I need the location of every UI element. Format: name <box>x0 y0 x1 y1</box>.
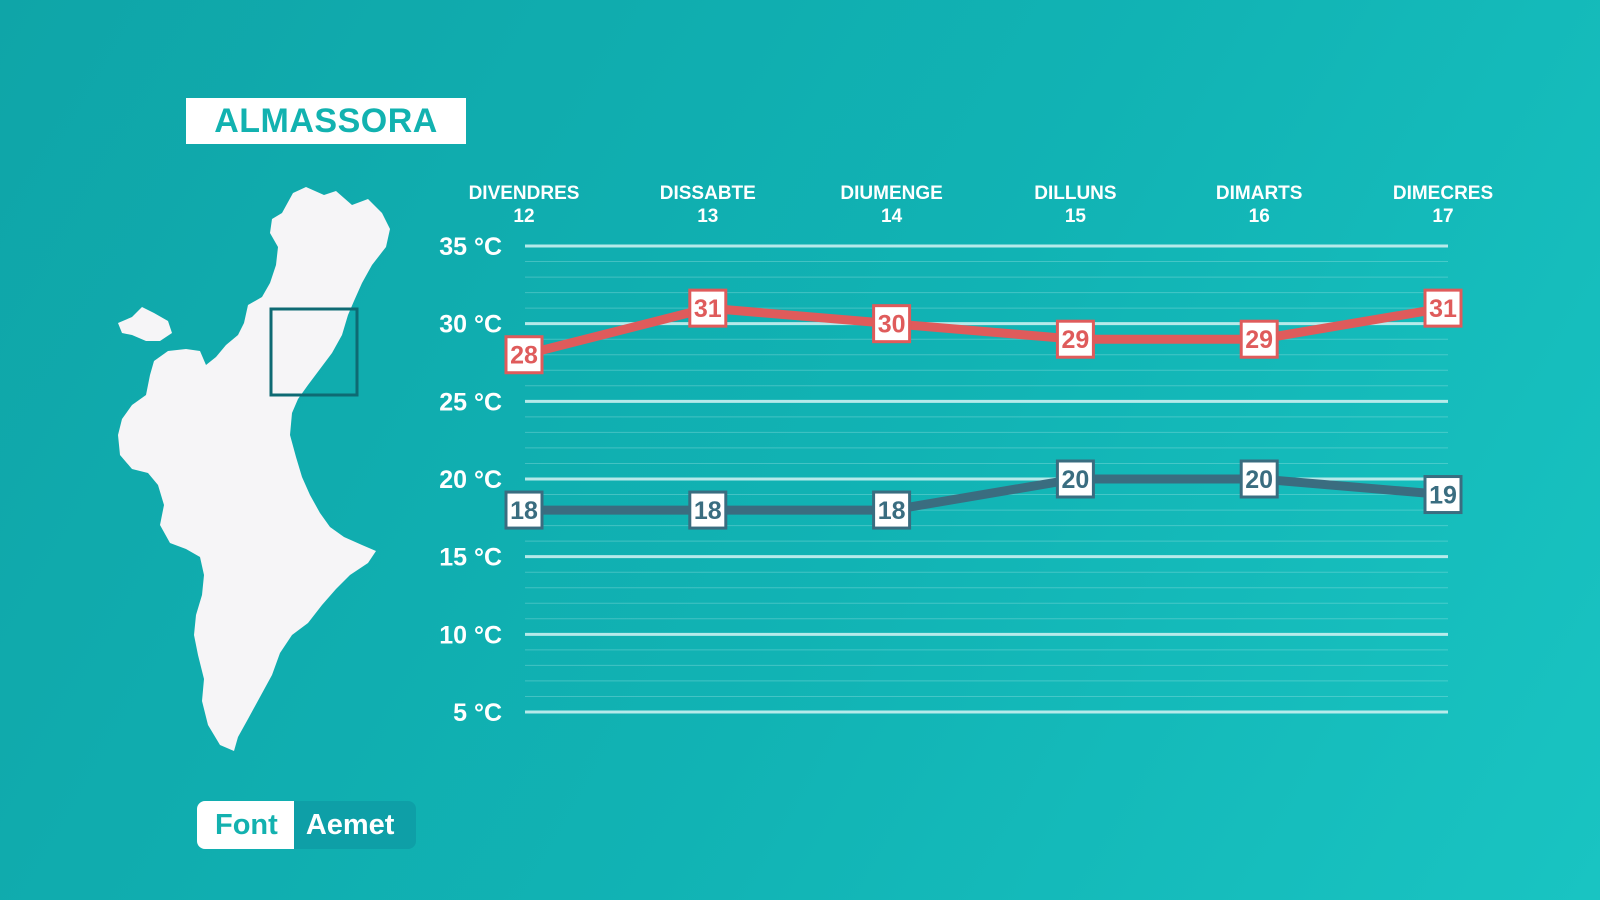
max-value-label: 29 <box>1061 326 1089 354</box>
min-value-label: 20 <box>1245 466 1273 494</box>
highlight-area-box <box>269 307 359 397</box>
location-title: ALMASSORA <box>186 98 466 144</box>
y-tick-label: 5 °C <box>453 699 502 727</box>
day-date-label: 12 <box>513 206 534 227</box>
day-name-label: DISSABTE <box>660 183 756 204</box>
max-value-marker <box>1055 319 1095 359</box>
min-value-marker <box>1423 475 1463 515</box>
day-name-label: DIVENDRES <box>469 183 580 204</box>
max-value-marker <box>688 288 728 328</box>
max-value-marker <box>504 335 544 375</box>
min-value-label: 20 <box>1061 466 1089 494</box>
min-value-label: 18 <box>878 497 906 525</box>
source-badge: Font Aemet <box>197 801 417 849</box>
max-value-label: 29 <box>1245 326 1273 354</box>
day-date-label: 15 <box>1065 206 1087 227</box>
max-value-label: 31 <box>1429 295 1457 323</box>
day-date-label: 17 <box>1432 206 1453 227</box>
max-value-marker <box>872 304 912 344</box>
max-value-label: 31 <box>694 295 722 323</box>
min-value-marker <box>1239 459 1279 499</box>
min-value-marker <box>1055 459 1095 499</box>
min-value-marker <box>504 490 544 530</box>
y-tick-label: 25 °C <box>439 388 502 416</box>
map-shape <box>118 187 390 751</box>
y-tick-label: 30 °C <box>439 311 502 339</box>
y-tick-label: 20 °C <box>439 466 502 494</box>
day-date-label: 13 <box>697 206 718 227</box>
min-value-marker <box>872 490 912 530</box>
day-name-label: DIMECRES <box>1393 183 1493 204</box>
max-value-label: 30 <box>878 311 906 339</box>
source-label: Font <box>197 801 294 849</box>
min-value-label: 18 <box>694 497 722 525</box>
min-value-label: 19 <box>1429 482 1457 510</box>
max-temperature-line <box>519 303 1448 360</box>
source-value: Aemet <box>293 801 417 849</box>
day-name-label: DILLUNS <box>1034 183 1116 204</box>
min-temperature-line <box>519 474 1448 515</box>
day-name-label: DIMARTS <box>1216 183 1303 204</box>
day-date-label: 14 <box>881 206 903 227</box>
region-map <box>110 185 400 760</box>
day-name-label: DIUMENGE <box>840 183 942 204</box>
day-date-label: 16 <box>1249 206 1270 227</box>
max-value-marker <box>1239 319 1279 359</box>
max-value-label: 28 <box>510 342 538 370</box>
max-value-marker <box>1423 288 1463 328</box>
min-value-label: 18 <box>510 497 538 525</box>
min-value-marker <box>688 490 728 530</box>
y-tick-label: 35 °C <box>439 233 502 261</box>
valencian-community-map-icon <box>118 187 390 751</box>
y-tick-label: 15 °C <box>439 544 502 572</box>
y-tick-label: 10 °C <box>439 621 502 649</box>
island-shape <box>118 307 172 341</box>
